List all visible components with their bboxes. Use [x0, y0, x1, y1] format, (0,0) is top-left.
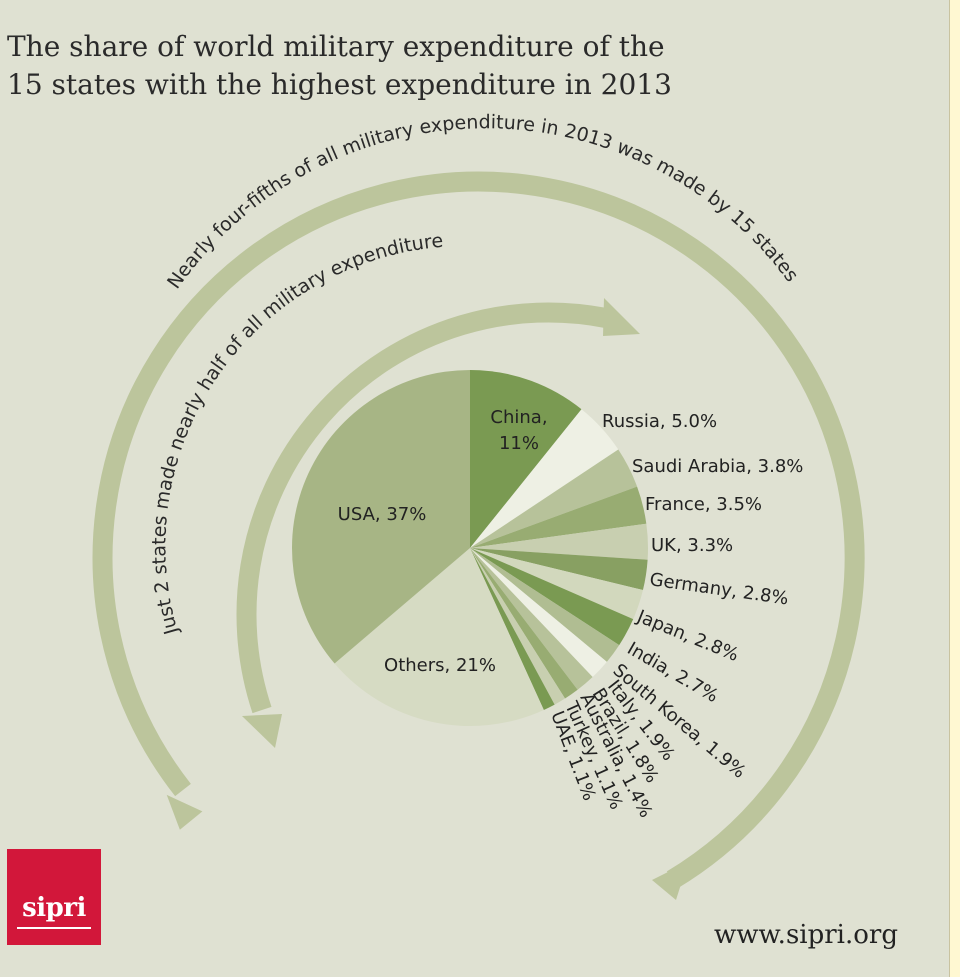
inner-arrow — [236, 298, 640, 748]
pie-slice-south-korea — [470, 548, 620, 662]
slice-label-uk: UK, 3.3% — [651, 535, 733, 556]
pie-slice-saudi-arabia — [470, 449, 638, 548]
pie-slice-uae — [470, 548, 555, 710]
sipri-logo: sipri — [7, 849, 101, 945]
pie-slice-germany — [470, 548, 648, 591]
slice-label-russia: Russia, 5.0% — [602, 411, 717, 432]
pie-slice-australia — [470, 548, 578, 699]
chart-title-line-1: The share of world military expenditure … — [7, 30, 665, 63]
logo-underline — [17, 927, 91, 929]
pie-slices — [291, 370, 648, 726]
chart-title: The share of world military expenditure … — [7, 28, 707, 104]
slice-label-germany: Germany, 2.8% — [648, 569, 789, 609]
pie-slice-brazil — [470, 548, 593, 690]
slice-label-china: China, 11% — [490, 407, 547, 454]
logo-text: sipri — [22, 893, 86, 923]
scrollbar-gutter — [949, 0, 960, 977]
slice-label-saudi-arabia: Saudi Arabia, 3.8% — [632, 456, 803, 477]
slice-label-usa: USA, 37% — [338, 504, 427, 525]
pie-slice-japan — [470, 548, 643, 620]
pie-slice-others — [334, 548, 544, 726]
website-url: www.sipri.org — [714, 920, 898, 950]
slice-label-others: Others, 21% — [384, 655, 496, 676]
pie-slice-uk — [470, 523, 648, 560]
pie-slice-turkey — [470, 548, 566, 705]
slice-label-france: France, 3.5% — [645, 494, 762, 515]
chart-title-line-2: 15 states with the highest expenditure i… — [7, 68, 672, 101]
outer-arrow — [92, 171, 865, 900]
pie-slice-france — [470, 486, 647, 548]
pie-slice-italy — [470, 548, 607, 678]
pie-slice-russia — [470, 409, 619, 548]
pie-slice-china — [470, 370, 582, 548]
pie-slice-usa — [291, 370, 470, 664]
pie-slice-india — [470, 548, 634, 646]
